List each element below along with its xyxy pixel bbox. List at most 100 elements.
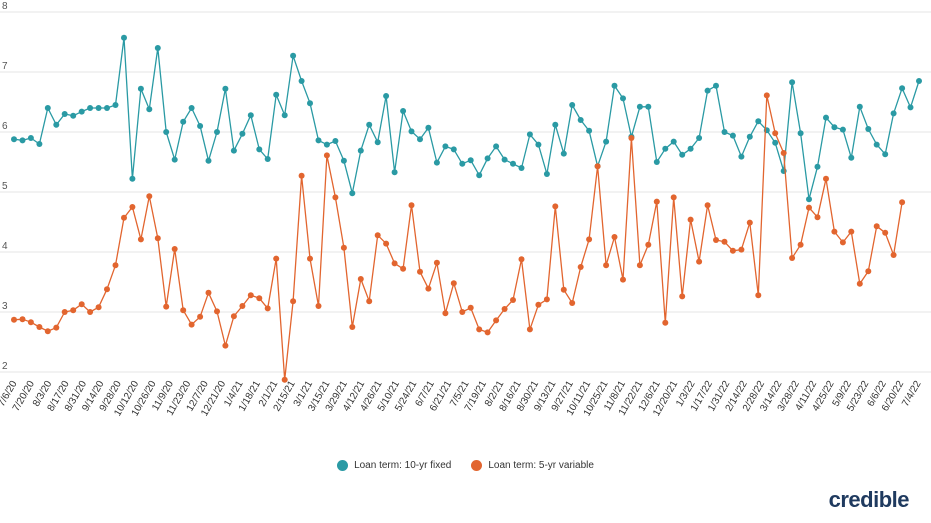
data-point-1[interactable]: [865, 268, 872, 275]
data-point-0[interactable]: [670, 138, 677, 145]
data-point-1[interactable]: [603, 262, 610, 269]
data-point-1[interactable]: [36, 324, 43, 330]
data-point-0[interactable]: [442, 143, 449, 150]
data-point-0[interactable]: [484, 155, 491, 162]
data-point-0[interactable]: [823, 114, 829, 121]
data-point-0[interactable]: [87, 105, 94, 111]
data-point-1[interactable]: [704, 202, 711, 209]
data-point-0[interactable]: [256, 146, 263, 153]
data-point-0[interactable]: [112, 102, 119, 108]
data-point-0[interactable]: [645, 103, 652, 110]
data-point-0[interactable]: [865, 126, 872, 132]
data-point-0[interactable]: [61, 111, 68, 117]
data-point-0[interactable]: [679, 151, 686, 158]
data-point-1[interactable]: [425, 285, 432, 292]
data-point-1[interactable]: [357, 276, 364, 282]
data-point-1[interactable]: [239, 303, 246, 309]
data-point-1[interactable]: [679, 293, 686, 300]
data-point-0[interactable]: [755, 118, 762, 125]
data-point-0[interactable]: [408, 128, 415, 135]
data-point-1[interactable]: [374, 232, 381, 239]
data-point-0[interactable]: [264, 156, 271, 162]
data-point-1[interactable]: [653, 198, 660, 205]
data-point-1[interactable]: [543, 296, 550, 303]
data-point-1[interactable]: [214, 308, 220, 315]
data-point-0[interactable]: [899, 85, 906, 92]
data-point-0[interactable]: [873, 141, 880, 148]
data-point-0[interactable]: [247, 112, 254, 119]
data-point-0[interactable]: [721, 129, 728, 135]
data-point-1[interactable]: [577, 264, 584, 270]
data-point-0[interactable]: [729, 132, 736, 139]
data-point-0[interactable]: [307, 100, 313, 107]
data-point-1[interactable]: [501, 306, 508, 312]
data-point-0[interactable]: [78, 108, 85, 115]
data-point-0[interactable]: [467, 157, 474, 164]
data-point-1[interactable]: [476, 326, 483, 333]
data-point-1[interactable]: [713, 237, 719, 243]
data-point-1[interactable]: [594, 163, 601, 170]
data-point-1[interactable]: [789, 255, 796, 261]
data-point-1[interactable]: [746, 219, 753, 226]
data-point-0[interactable]: [53, 121, 60, 128]
data-point-1[interactable]: [230, 313, 237, 320]
data-point-0[interactable]: [916, 78, 922, 84]
data-point-1[interactable]: [323, 152, 330, 159]
data-point-1[interactable]: [696, 258, 703, 265]
data-point-1[interactable]: [569, 300, 576, 306]
data-point-0[interactable]: [332, 138, 339, 144]
data-point-1[interactable]: [552, 203, 559, 210]
data-point-1[interactable]: [417, 268, 423, 275]
data-point-0[interactable]: [19, 137, 26, 144]
data-point-0[interactable]: [890, 110, 897, 117]
data-point-0[interactable]: [400, 108, 407, 114]
data-point-0[interactable]: [713, 82, 719, 89]
data-point-1[interactable]: [256, 295, 263, 302]
data-point-0[interactable]: [501, 156, 508, 163]
data-point-0[interactable]: [366, 121, 373, 128]
data-point-1[interactable]: [290, 298, 297, 305]
data-point-1[interactable]: [518, 256, 525, 263]
data-point-1[interactable]: [797, 241, 804, 248]
data-point-1[interactable]: [383, 240, 390, 247]
data-point-0[interactable]: [27, 135, 34, 141]
data-point-1[interactable]: [53, 324, 60, 331]
data-point-1[interactable]: [112, 262, 119, 269]
data-point-0[interactable]: [518, 165, 525, 171]
data-point-1[interactable]: [247, 292, 254, 299]
data-point-0[interactable]: [797, 130, 804, 137]
data-point-1[interactable]: [298, 172, 305, 179]
data-point-1[interactable]: [738, 246, 745, 253]
data-point-1[interactable]: [163, 303, 170, 310]
data-point-0[interactable]: [357, 147, 364, 154]
data-point-0[interactable]: [450, 146, 457, 153]
data-point-1[interactable]: [721, 238, 728, 245]
data-point-1[interactable]: [780, 150, 787, 156]
data-point-1[interactable]: [442, 310, 449, 317]
data-point-1[interactable]: [315, 303, 322, 309]
data-point-0[interactable]: [349, 190, 356, 197]
data-point-1[interactable]: [78, 301, 85, 308]
data-point-0[interactable]: [391, 169, 398, 176]
data-point-1[interactable]: [180, 307, 187, 314]
data-point-0[interactable]: [831, 124, 838, 131]
data-point-1[interactable]: [611, 234, 618, 240]
data-point-1[interactable]: [620, 276, 626, 283]
data-point-0[interactable]: [772, 139, 779, 146]
data-point-1[interactable]: [154, 235, 161, 242]
data-point-0[interactable]: [493, 143, 500, 150]
data-point-1[interactable]: [526, 326, 533, 333]
data-point-0[interactable]: [586, 127, 593, 134]
data-point-0[interactable]: [417, 136, 423, 143]
data-point-0[interactable]: [510, 160, 516, 167]
data-point-1[interactable]: [873, 223, 880, 230]
data-point-0[interactable]: [687, 145, 694, 152]
data-point-0[interactable]: [636, 103, 643, 110]
data-point-1[interactable]: [586, 236, 593, 243]
data-point-1[interactable]: [61, 309, 68, 315]
data-point-0[interactable]: [696, 135, 703, 141]
data-point-0[interactable]: [856, 103, 863, 110]
data-point-1[interactable]: [307, 255, 313, 262]
data-point-0[interactable]: [281, 112, 288, 119]
legend-item-variable[interactable]: Loan term: 5-yr variable: [471, 459, 594, 471]
